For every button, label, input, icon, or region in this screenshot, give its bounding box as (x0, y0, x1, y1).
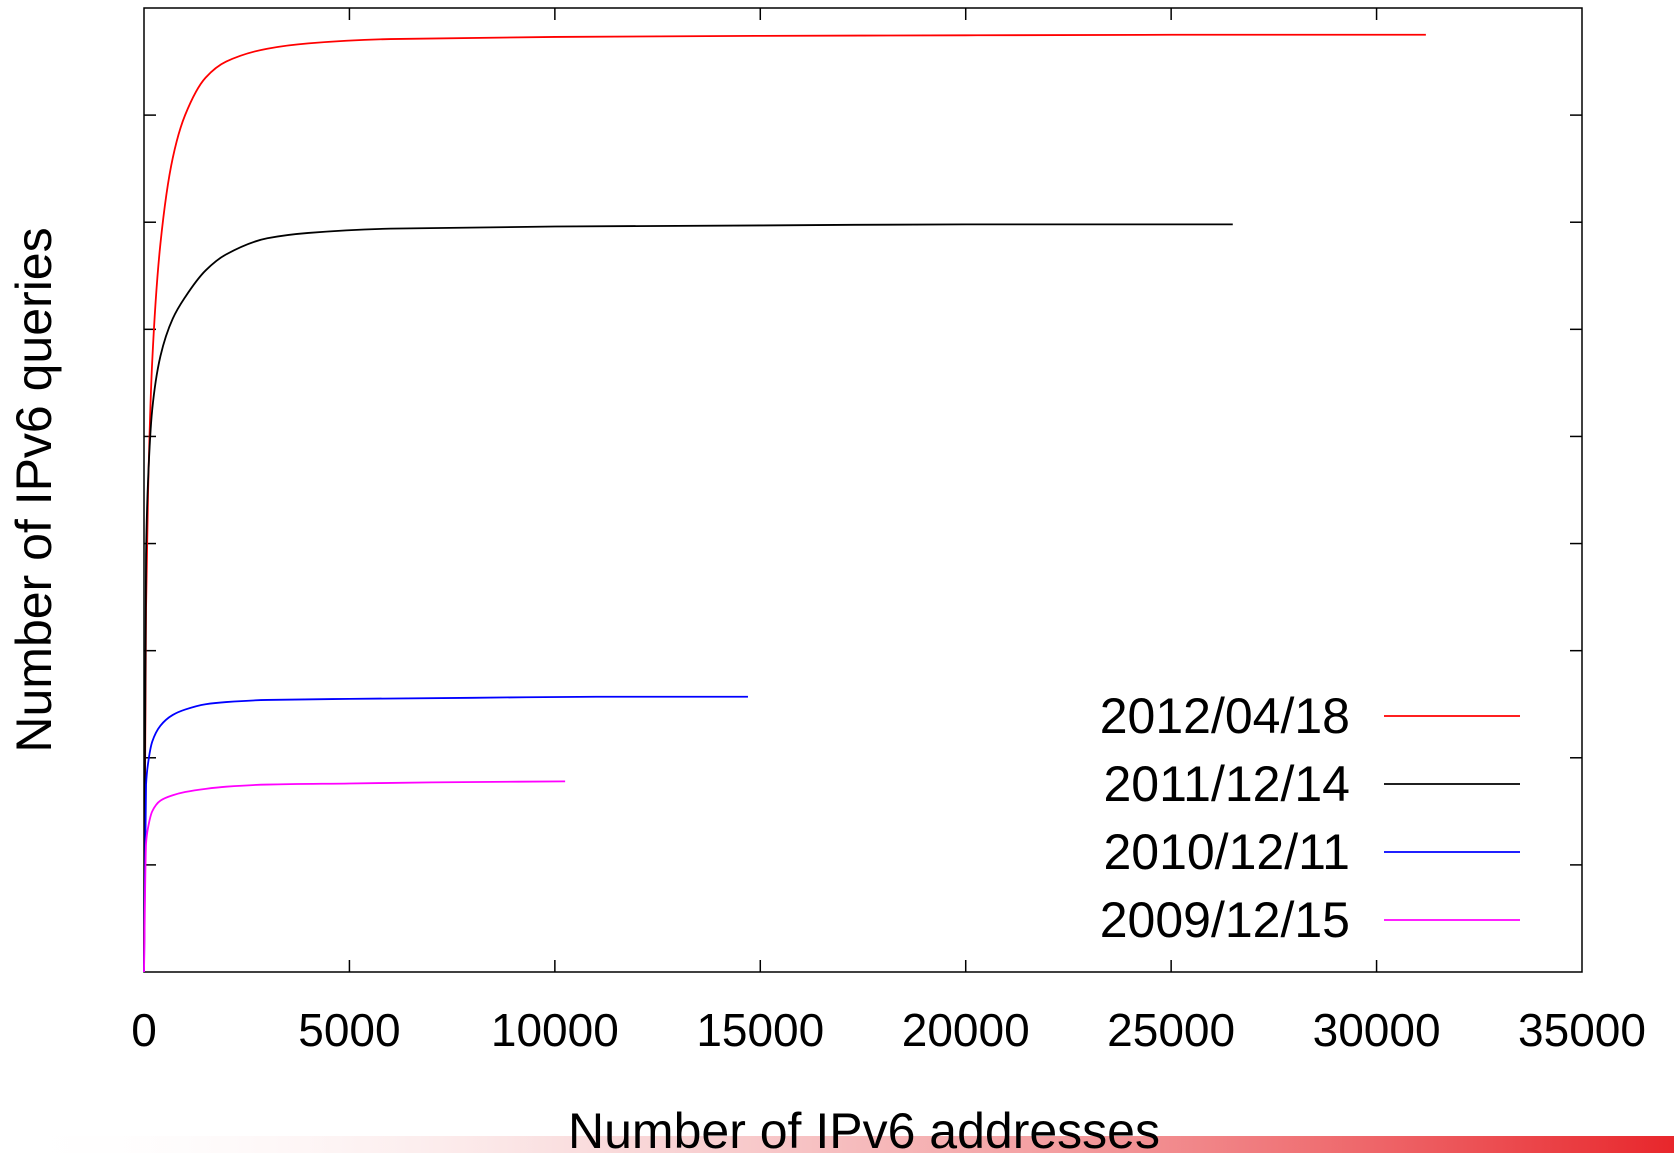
legend-label: 2011/12/14 (1103, 756, 1350, 812)
series-line-4 (143, 780, 566, 973)
footer-decoration-bar (0, 1136, 1674, 1153)
legend-label: 2012/04/18 (1100, 688, 1350, 744)
legend-label: 2010/12/11 (1103, 824, 1350, 880)
legend: 2012/04/18 2011/12/14 2010/12/11 2009/12/15 (1100, 688, 1520, 948)
x-tick-label: 35000 (1518, 1004, 1646, 1056)
x-tick-label: 20000 (902, 1004, 1030, 1056)
legend-label: 2009/12/15 (1100, 892, 1350, 948)
y-axis-title: Number of IPv6 queries (6, 227, 62, 752)
series-line-2 (143, 223, 1233, 973)
x-tick-label: 10000 (491, 1004, 619, 1056)
x-tick-label: 25000 (1107, 1004, 1235, 1056)
x-tick-label: 0 (131, 1004, 157, 1056)
x-tick-label: 30000 (1313, 1004, 1441, 1056)
x-tick-label: 5000 (298, 1004, 400, 1056)
x-tick-label: 15000 (696, 1004, 824, 1056)
series-line-3 (143, 695, 748, 973)
x-axis-title: Number of IPv6 addresses (568, 1103, 1160, 1153)
series-lines (143, 33, 1426, 973)
y-axis (144, 114, 1582, 866)
plot-frame (143, 7, 1583, 973)
plot-border (143, 7, 1583, 973)
x-axis: 0 5000 10000 15000 20000 25000 30000 35000 (131, 8, 1646, 1056)
